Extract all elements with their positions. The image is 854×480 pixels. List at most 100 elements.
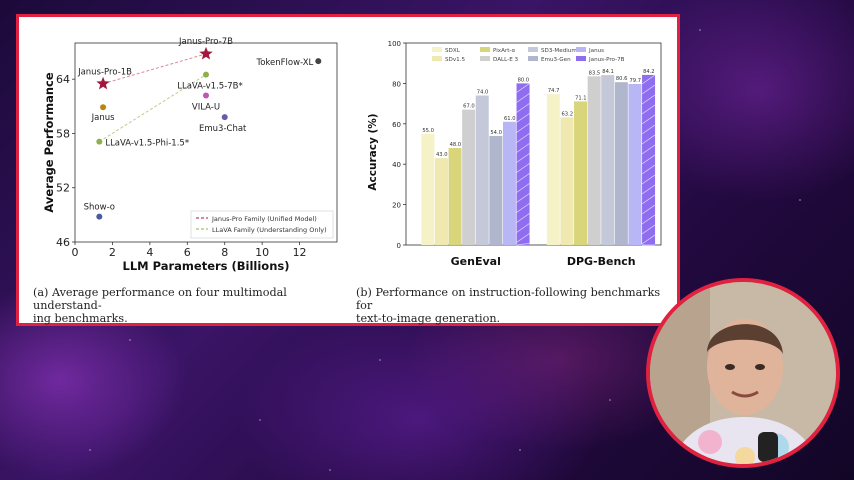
bar-hatch bbox=[516, 93, 530, 103]
legend-swatch bbox=[432, 56, 442, 61]
bar-janus bbox=[628, 84, 642, 245]
bar-hatch bbox=[516, 163, 530, 173]
bar-hatch bbox=[516, 193, 530, 203]
bar-hatch bbox=[641, 84, 656, 95]
bar-value-label: 48.0 bbox=[450, 142, 462, 148]
bar-sd3-medium bbox=[601, 75, 615, 245]
category-label: GenEval bbox=[451, 255, 501, 268]
bar-hatch bbox=[516, 113, 530, 123]
bar-hatch bbox=[516, 203, 530, 213]
bar-dall-e-3 bbox=[462, 109, 476, 245]
point-label-janus-pro-7b: Janus-Pro-7B bbox=[178, 37, 233, 47]
bar-hatch bbox=[641, 114, 656, 125]
bar-value-label: 71.1 bbox=[575, 95, 587, 101]
bar-hatch bbox=[516, 143, 530, 153]
bar-value-label: 84.1 bbox=[602, 69, 614, 75]
bar-hatch bbox=[641, 124, 656, 135]
bar-value-label: 80.6 bbox=[616, 76, 628, 82]
bar-sd3-medium bbox=[475, 95, 489, 246]
point-janus bbox=[100, 104, 107, 111]
bar-hatch bbox=[641, 214, 656, 225]
y-tick-label: 40 bbox=[392, 161, 401, 169]
bar-janus bbox=[502, 121, 516, 245]
caption-b-line-1: (b) Performance on instruction-following… bbox=[356, 286, 661, 312]
x-tick-label: 12 bbox=[293, 246, 307, 259]
bar-hatch bbox=[516, 243, 530, 246]
bar-value-label: 84.2 bbox=[643, 69, 655, 75]
bar-hatch bbox=[516, 123, 530, 133]
bar-hatch bbox=[641, 164, 656, 175]
bar-chart: 0 20 40 60 80 100 Accuracy (%) 55.0 43.048.0 67.0… bbox=[367, 40, 662, 268]
bar-hatch bbox=[641, 184, 656, 195]
figure-card: 0 2 4 6 8 10 12 46 52 58 64 LLM Parameters (Billion… bbox=[16, 14, 680, 326]
point-llava-v1-5-7b bbox=[203, 71, 209, 78]
legend-swatch bbox=[576, 56, 586, 61]
caption-a: (a) Average performance on four multimod… bbox=[33, 286, 353, 325]
bar-hatch bbox=[641, 154, 656, 165]
y-axis-label: Average Performance bbox=[42, 72, 56, 212]
bar-emu3-gen bbox=[489, 135, 503, 245]
bar-sdxl bbox=[546, 94, 560, 245]
legend-label: LLaVA Family (Understanding Only) bbox=[212, 226, 327, 234]
y-tick-label: 46 bbox=[56, 236, 70, 249]
y-tick-label: 64 bbox=[56, 73, 70, 86]
bar-hatch bbox=[641, 144, 656, 155]
y-tick-label: 0 bbox=[397, 242, 401, 250]
legend-label: Emu3-Gen bbox=[541, 57, 571, 63]
bar-value-label: 61.0 bbox=[504, 116, 516, 122]
caption-a-line-2: ing benchmarks. bbox=[33, 312, 128, 325]
bar-dall-e-3 bbox=[587, 76, 601, 245]
y-tick-label: 100 bbox=[388, 40, 401, 48]
bar-janus-pro-7b bbox=[516, 83, 530, 246]
y-tick-label: 58 bbox=[56, 127, 70, 140]
y-axis-label: Accuracy (%) bbox=[367, 113, 379, 190]
legend-swatch bbox=[528, 47, 538, 52]
bar-value-label: 80.0 bbox=[518, 77, 530, 83]
point-label-janus-pro-1b: Janus-Pro-1B bbox=[77, 68, 132, 78]
bar-hatch bbox=[641, 204, 656, 215]
point-label-janus: Janus bbox=[91, 113, 115, 123]
bar-hatch bbox=[641, 104, 656, 115]
bar-hatch bbox=[641, 74, 656, 85]
y-tick-label: 80 bbox=[392, 80, 401, 88]
point-vila-u bbox=[203, 92, 209, 99]
legend-swatch bbox=[576, 47, 586, 52]
llava-family-line bbox=[99, 74, 207, 143]
bar-hatch bbox=[641, 194, 656, 205]
presenter-webcam bbox=[646, 278, 840, 468]
point-label-llava-v1-5-phi-1-5: LLaVA-v1.5-Phi-1.5* bbox=[105, 139, 189, 149]
legend-swatch bbox=[480, 56, 490, 61]
bar-value-label: 63.2 bbox=[561, 111, 573, 117]
janus-pro-family-line bbox=[102, 53, 207, 85]
legend-label: Janus-Pro-7B bbox=[588, 57, 625, 63]
y-tick-label: 52 bbox=[56, 182, 70, 195]
legend-label: SD3-Medium bbox=[541, 48, 577, 54]
point-label-tokenflow-xl: TokenFlow-XL bbox=[255, 58, 313, 68]
point-tokenflow-xl bbox=[315, 58, 322, 65]
point-llava-v1-5-phi-1-5 bbox=[96, 138, 103, 145]
point-emu3-chat bbox=[221, 114, 228, 121]
caption-a-line-1: (a) Average performance on four multimod… bbox=[33, 286, 287, 312]
bar-value-label: 67.0 bbox=[463, 104, 475, 110]
bar-value-label: 79.7 bbox=[629, 78, 641, 84]
legend-label: Janus bbox=[588, 48, 604, 54]
point-label-vila-u: VILA-U bbox=[192, 102, 220, 112]
legend-box bbox=[190, 210, 334, 239]
y-tick-label: 60 bbox=[392, 121, 401, 129]
legend-swatch bbox=[432, 47, 442, 52]
bar-pixart- bbox=[574, 101, 588, 246]
x-axis-label: LLM Parameters (Billions) bbox=[123, 259, 290, 273]
x-tick-label: 8 bbox=[221, 246, 228, 259]
bar-hatch bbox=[516, 233, 530, 243]
bar-sdxl bbox=[421, 133, 435, 245]
bar-value-label: 43.0 bbox=[436, 152, 448, 158]
point-label-show-o: Show-o bbox=[84, 203, 115, 213]
bar-hatch bbox=[641, 134, 656, 145]
bar-value-label: 54.0 bbox=[490, 130, 502, 136]
x-tick-label: 0 bbox=[72, 246, 79, 259]
legend-swatch bbox=[528, 56, 538, 61]
x-tick-label: 2 bbox=[109, 246, 116, 259]
bar-hatch bbox=[516, 103, 530, 113]
point-label-llava-v1-5-7b: LLaVA-v1.5-7B* bbox=[177, 82, 243, 92]
